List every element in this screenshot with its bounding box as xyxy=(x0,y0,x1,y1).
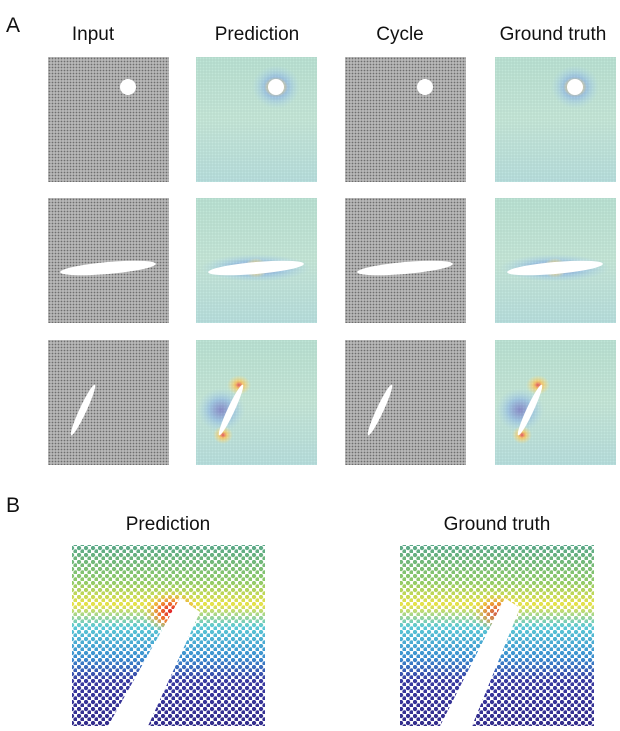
image-cell xyxy=(48,198,169,323)
image-cell xyxy=(196,198,317,323)
obstacle xyxy=(567,79,583,95)
image-background xyxy=(345,57,466,182)
dot-texture xyxy=(495,198,616,323)
image-cell xyxy=(196,340,317,465)
column-header: Input xyxy=(72,24,115,45)
panel-label: A xyxy=(6,14,20,37)
image-background xyxy=(345,198,466,323)
image-cell xyxy=(48,340,169,465)
image-background xyxy=(345,340,466,465)
image-background xyxy=(48,340,169,465)
dot-texture xyxy=(196,340,317,465)
image-cell xyxy=(495,340,616,465)
column-header: Prediction xyxy=(126,514,211,535)
image-background xyxy=(48,198,169,323)
obstacle xyxy=(268,79,284,95)
zoom-ground-truth xyxy=(400,545,594,726)
page: {"panel_a": {"label": "A", "columns": ["… xyxy=(0,0,620,726)
obstacle xyxy=(417,79,433,95)
image-cell xyxy=(495,198,616,323)
column-header: Prediction xyxy=(215,24,300,45)
dot-texture xyxy=(495,340,616,465)
figure: A Input Prediction Cycle Ground truth B … xyxy=(0,0,620,726)
column-header: Ground truth xyxy=(444,514,551,535)
image-cell xyxy=(196,57,317,182)
panel-label: B xyxy=(6,494,20,517)
image-cell xyxy=(495,57,616,182)
image-grid xyxy=(48,57,616,465)
column-header: Cycle xyxy=(376,24,424,45)
dot-texture xyxy=(495,57,616,182)
image-cell xyxy=(345,198,466,323)
image-background xyxy=(48,57,169,182)
dot-texture xyxy=(196,57,317,182)
image-cell xyxy=(48,57,169,182)
column-header: Ground truth xyxy=(500,24,607,45)
zoom-prediction xyxy=(72,545,265,726)
dot-texture xyxy=(196,198,317,323)
obstacle xyxy=(120,79,136,95)
image-cell xyxy=(345,57,466,182)
image-cell xyxy=(345,340,466,465)
